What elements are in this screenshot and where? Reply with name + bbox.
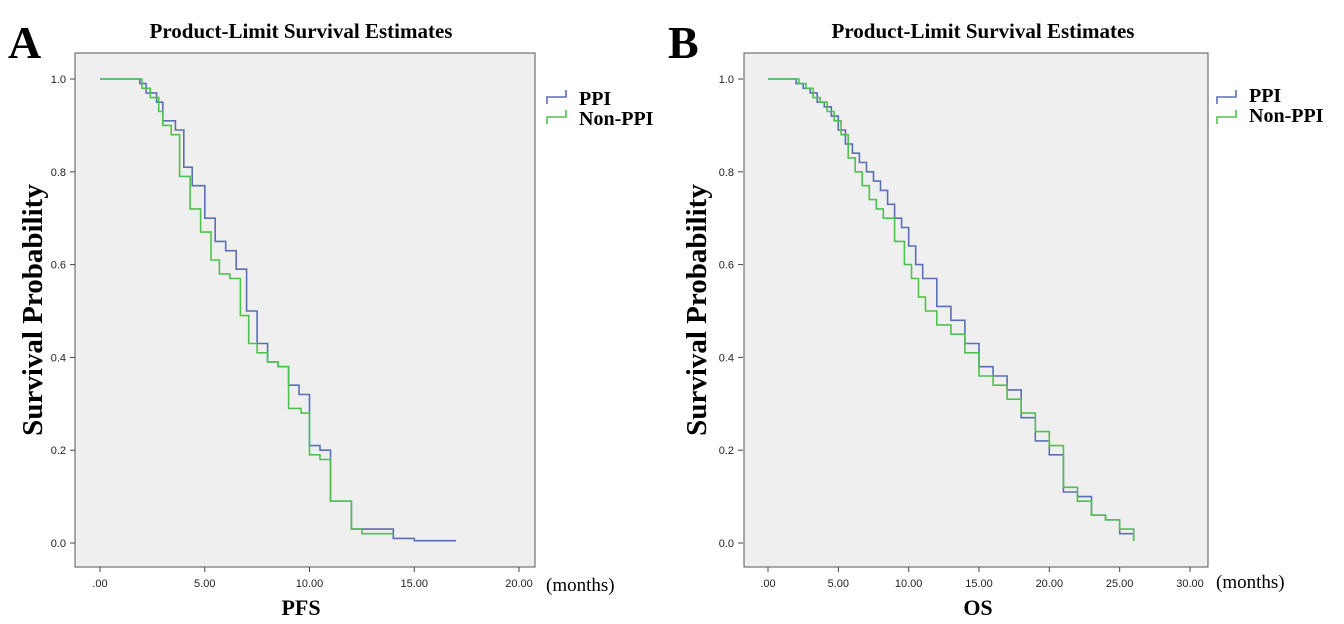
y-tick-label-a: 0.4 <box>51 352 66 364</box>
x-axis-label-a: PFS <box>281 595 320 620</box>
plot-area-b <box>743 52 1209 568</box>
x-tick-label-a: 15.00 <box>400 578 428 590</box>
legend-swatch-ppi-b <box>1216 90 1237 104</box>
series-group-a <box>100 78 457 542</box>
x-tick-label-a: 5.00 <box>194 578 215 590</box>
plot-area-a <box>74 52 536 568</box>
x-unit-a: (months) <box>546 575 615 596</box>
y-axis-label-a: Survival Probability <box>17 184 49 436</box>
x-tick-label-b: 10.00 <box>895 578 923 590</box>
legend-swatch-ppi-a <box>546 90 567 104</box>
x-axis-b: .00 5.00 10.00 15.00 20.00 25.00 30.00 <box>760 567 1204 590</box>
panel-b: B Product-Limit Survival Estimates 0.00.… <box>668 17 1324 620</box>
legend-label-ppi-a: PPI <box>579 88 611 110</box>
y-tick-label-b: 0.4 <box>719 352 734 364</box>
series-group-b <box>768 78 1135 541</box>
legend-label-ppi-b: PPI <box>1249 85 1281 107</box>
panel-label-b: B <box>668 17 699 68</box>
survival-curve-nonppi-b <box>768 78 1135 541</box>
y-axis-b: 0.0 0.2 0.4 0.6 0.8 1.0 <box>719 74 743 550</box>
legend-swatch-nonppi-b <box>1216 110 1237 124</box>
x-tick-label-b: 15.00 <box>965 578 993 590</box>
x-tick-label-a: .00 <box>92 578 107 590</box>
y-tick-label-a: 1.0 <box>51 74 66 86</box>
y-tick-label-a: 0.6 <box>51 260 66 272</box>
x-unit-b: (months) <box>1216 572 1285 593</box>
x-tick-label-a: 10.00 <box>296 578 324 590</box>
chart-title-b: Product-Limit Survival Estimates <box>832 19 1135 43</box>
survival-curve-ppi-b <box>768 78 1135 541</box>
legend-b: PPI Non-PPI <box>1216 85 1324 127</box>
y-tick-label-b: 0.0 <box>719 538 734 550</box>
y-tick-label-b: 0.2 <box>719 445 734 457</box>
y-axis-a: 0.0 0.2 0.4 0.6 0.8 1.0 <box>51 74 75 550</box>
y-tick-label-a: 0.8 <box>51 167 66 179</box>
y-tick-label-b: 1.0 <box>719 74 734 86</box>
legend-a: PPI Non-PPI <box>546 88 654 130</box>
x-axis-a: .00 5.00 10.00 15.00 20.00 <box>92 567 533 590</box>
x-tick-label-b: .00 <box>760 578 775 590</box>
legend-label-nonppi-a: Non-PPI <box>579 108 654 130</box>
panel-label-a: A <box>8 17 41 68</box>
legend-label-nonppi-b: Non-PPI <box>1249 105 1324 127</box>
x-tick-label-b: 20.00 <box>1036 578 1064 590</box>
chart-title-a: Product-Limit Survival Estimates <box>150 19 453 43</box>
panel-a: A Product-Limit Survival Estimates 0.00.… <box>8 17 654 620</box>
x-axis-label-b: OS <box>963 595 992 620</box>
y-axis-label-b: Survival Probability <box>681 184 713 436</box>
x-tick-label-b: 25.00 <box>1106 578 1134 590</box>
x-tick-label-b: 5.00 <box>828 578 849 590</box>
y-tick-label-a: 0.2 <box>51 445 66 457</box>
y-tick-label-b: 0.8 <box>719 167 734 179</box>
x-tick-label-a: 20.00 <box>505 578 533 590</box>
x-tick-label-b: 30.00 <box>1176 578 1204 590</box>
y-tick-label-b: 0.6 <box>719 260 734 272</box>
y-tick-label-a: 0.0 <box>51 538 66 550</box>
survival-curve-nonppi-a <box>100 78 394 535</box>
legend-swatch-nonppi-a <box>546 110 567 124</box>
